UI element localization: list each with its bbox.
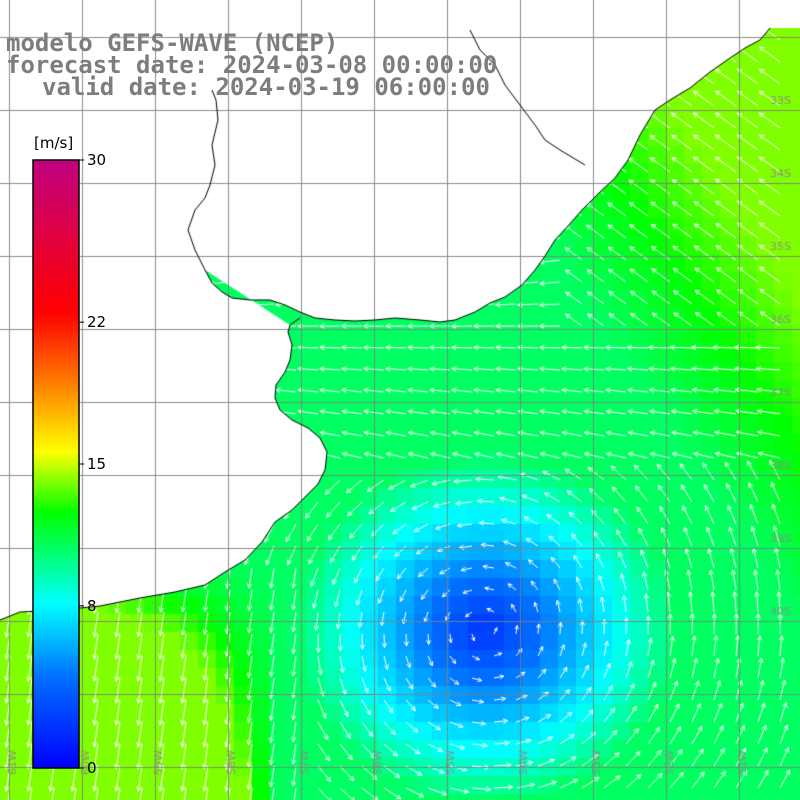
valid-date: valid date: 2024-03-19 06:00:00 (42, 73, 490, 101)
model-title: modelo GEFS-WAVE (NCEP) (6, 29, 339, 57)
forecast-date: forecast date: 2024-03-08 00:00:00 (6, 51, 498, 79)
